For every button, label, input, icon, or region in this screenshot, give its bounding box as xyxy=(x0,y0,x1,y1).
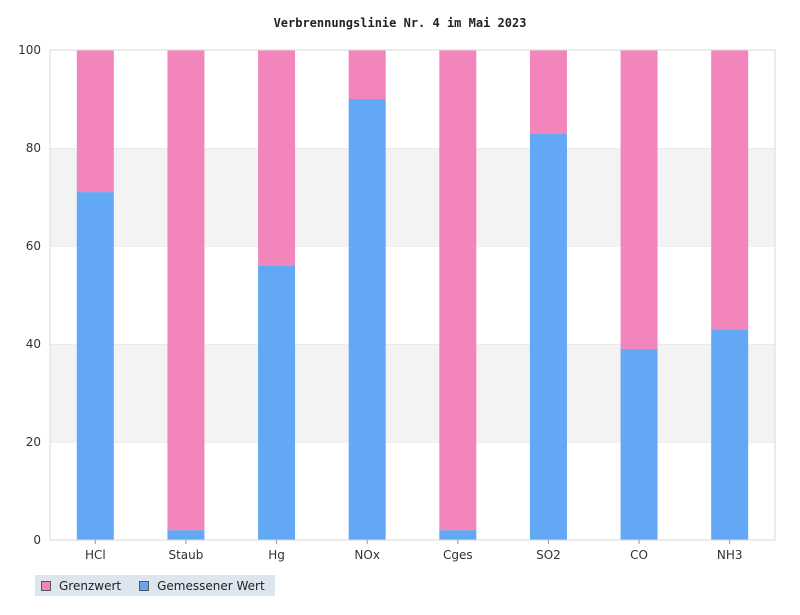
x-tick-label: Cges xyxy=(443,548,473,562)
x-tick-label: CO xyxy=(630,548,648,562)
bar-grenzwert-staub[interactable] xyxy=(167,50,205,531)
bar-gemessener-wert-hcl[interactable] xyxy=(76,192,114,540)
x-tick-label: NOx xyxy=(354,548,380,562)
plot-frame xyxy=(49,49,776,541)
bar-grenzwert-nh3[interactable] xyxy=(711,50,749,330)
bar-gemessener-wert-cges[interactable] xyxy=(439,530,477,540)
grid-band xyxy=(50,442,775,540)
y-tick-label: 60 xyxy=(26,239,41,253)
bar-grenzwert-so2[interactable] xyxy=(529,50,567,134)
bars-layer xyxy=(76,50,749,541)
legend-label-grenzwert: Grenzwert xyxy=(59,578,122,593)
y-tick-label: 0 xyxy=(33,533,41,547)
x-tick-label: HCl xyxy=(85,548,106,562)
chart-title: Verbrennungslinie Nr. 4 im Mai 2023 xyxy=(274,16,527,30)
x-axis: HCl Staub Hg NOx Cges SO2 CO NH3 xyxy=(85,540,743,562)
bar-gemessener-wert-hg[interactable] xyxy=(258,265,296,540)
x-tick-label: Hg xyxy=(268,548,285,562)
bar-gemessener-wert-staub[interactable] xyxy=(167,530,205,540)
y-tick-label: 40 xyxy=(26,337,41,351)
legend: Grenzwert Gemessener Wert xyxy=(35,575,275,596)
x-tick-label: Staub xyxy=(168,548,203,562)
grid-band xyxy=(50,50,775,148)
x-tick-label: NH3 xyxy=(717,548,743,562)
grid-band xyxy=(50,344,775,442)
legend-swatch-grenzwert xyxy=(41,580,51,591)
grid-band xyxy=(50,148,775,246)
bar-gemessener-wert-nox[interactable] xyxy=(348,99,386,540)
y-tick-label: 80 xyxy=(26,141,41,155)
legend-item-grenzwert[interactable]: Grenzwert xyxy=(41,579,121,593)
bar-gemessener-wert-so2[interactable] xyxy=(529,133,567,541)
bar-grenzwert-hcl[interactable] xyxy=(76,50,114,193)
bar-grenzwert-co[interactable] xyxy=(620,50,658,349)
grid-band xyxy=(50,246,775,344)
grid-bands xyxy=(50,49,775,540)
bar-grenzwert-hg[interactable] xyxy=(258,50,296,266)
legend-item-gemessener-wert[interactable]: Gemessener Wert xyxy=(139,579,265,593)
bar-grenzwert-nox[interactable] xyxy=(348,50,386,99)
legend-swatch-gemessener-wert xyxy=(139,580,150,591)
bar-gemessener-wert-co[interactable] xyxy=(620,348,658,540)
bar-grenzwert-cges[interactable] xyxy=(439,50,477,531)
bar-gemessener-wert-nh3[interactable] xyxy=(711,329,749,540)
y-axis: 0 20 40 60 80 100 xyxy=(18,43,41,547)
x-tick-label: SO2 xyxy=(536,548,561,562)
y-tick-label: 20 xyxy=(26,435,41,449)
y-tick-label: 100 xyxy=(18,43,41,57)
legend-label-gemessener-wert: Gemessener Wert xyxy=(157,578,265,593)
